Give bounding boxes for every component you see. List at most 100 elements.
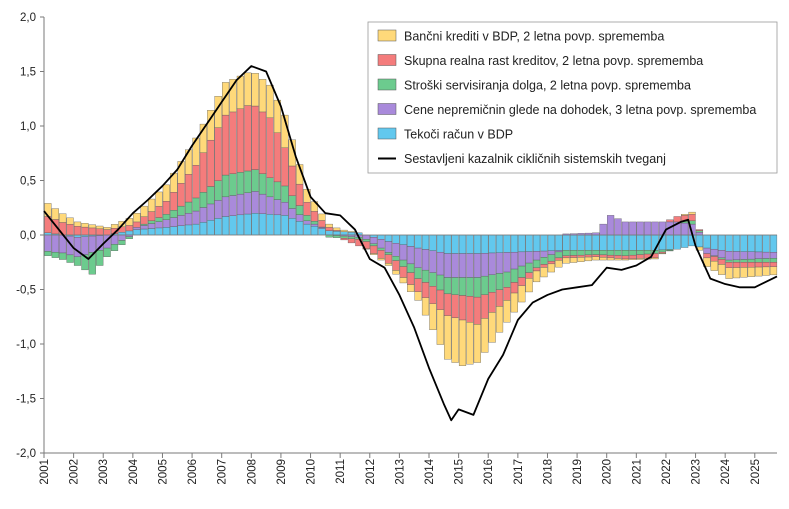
bar-segment: [726, 235, 733, 251]
bar-segment: [185, 213, 192, 225]
bar-segment: [622, 250, 629, 255]
bar-segment: [644, 250, 651, 254]
legend-swatch: [378, 128, 396, 139]
bar-segment: [52, 252, 59, 257]
bar-segment: [504, 287, 511, 300]
legend-label: Stroški servisiranja dolga, 2 letna povp…: [404, 79, 691, 93]
legend-swatch: [378, 55, 396, 66]
bar-segment: [244, 106, 251, 171]
bar-segment: [629, 222, 636, 235]
bar-segment: [489, 292, 496, 312]
bar-segment: [733, 268, 740, 278]
x-tick-label: 2014: [424, 458, 436, 484]
bar-segment: [133, 222, 140, 227]
bar-segment: [644, 235, 651, 250]
bar-segment: [674, 216, 681, 221]
bar-segment: [452, 254, 459, 278]
bar-segment: [422, 282, 429, 297]
bar-segment: [237, 109, 244, 173]
bar-segment: [126, 231, 133, 235]
bar-segment: [681, 223, 688, 235]
bar-segment: [459, 254, 466, 278]
x-tick-label: 2005: [157, 459, 169, 485]
bar-segment: [733, 235, 740, 252]
bar-segment: [200, 192, 207, 207]
bar-segment: [496, 235, 503, 253]
bar-segment: [748, 252, 755, 259]
bar-segment: [407, 246, 414, 263]
bar-segment: [392, 261, 399, 271]
bar-segment: [392, 270, 399, 274]
bar-segment: [696, 232, 703, 235]
bar-segment: [326, 224, 333, 227]
bar-segment: [592, 255, 599, 257]
bar-segment: [548, 251, 555, 255]
bar-segment: [244, 73, 251, 106]
y-tick-label: 2,0: [20, 12, 36, 24]
bar-segment: [444, 316, 451, 360]
bar-segment: [689, 214, 696, 221]
x-tick-label: 2007: [217, 459, 229, 485]
bar-segment: [563, 235, 570, 250]
bar-segment: [252, 170, 259, 192]
bar-segment: [748, 267, 755, 277]
bar-segment: [348, 237, 355, 239]
bar-segment: [400, 278, 407, 283]
bar-segment: [333, 236, 340, 238]
bar-segment: [548, 264, 555, 272]
bar-segment: [711, 261, 718, 270]
bar-segment: [533, 260, 540, 268]
bar-segment: [496, 273, 503, 289]
bar-segment: [763, 235, 770, 252]
bar-segment: [252, 191, 259, 213]
legend-label: Bančni krediti v BDP, 2 letna povp. spre…: [404, 30, 664, 44]
bar-segment: [740, 259, 747, 262]
bar-segment: [119, 235, 126, 240]
bar-segment: [718, 259, 725, 264]
bar-segment: [733, 252, 740, 260]
bar-segment: [755, 235, 762, 252]
bar-segment: [533, 251, 540, 260]
bar-segment: [67, 224, 74, 235]
legend-label: Skupna realna rast kreditov, 2 letna pov…: [404, 54, 703, 68]
bar-segment: [770, 267, 777, 275]
bar-segment: [652, 258, 659, 259]
x-tick-label: 2021: [631, 459, 643, 485]
bar-segment: [659, 250, 666, 252]
bar-segment: [622, 259, 629, 260]
bar-segment: [222, 175, 229, 197]
bar-segment: [148, 221, 155, 224]
bar-segment: [637, 255, 644, 259]
bar-segment: [755, 267, 762, 276]
x-tick-label: 2012: [365, 459, 377, 485]
x-tick-label: 2016: [483, 459, 495, 485]
bar-segment: [281, 215, 288, 235]
bar-segment: [726, 251, 733, 260]
bar-segment: [541, 251, 548, 257]
bar-segment: [763, 267, 770, 276]
bar-segment: [141, 206, 148, 217]
bar-segment: [629, 255, 636, 259]
bar-segment: [430, 251, 437, 273]
bar-segment: [489, 312, 496, 342]
bar-segment: [215, 128, 222, 181]
bar-segment: [474, 254, 481, 278]
y-tick-label: 1,0: [20, 121, 36, 133]
bar-segment: [281, 148, 288, 186]
bar-segment: [400, 245, 407, 260]
bar-segment: [467, 296, 474, 322]
bar-segment: [274, 133, 281, 182]
bar-segment: [378, 258, 385, 260]
bar-segment: [615, 250, 622, 255]
bar-segment: [570, 255, 577, 257]
bar-segment: [770, 262, 777, 267]
bar-segment: [296, 215, 303, 222]
bar-segment: [518, 266, 525, 277]
bar-segment: [666, 220, 673, 222]
bar-segment: [237, 194, 244, 215]
bar-segment: [318, 214, 325, 221]
bar-segment: [511, 252, 518, 269]
bar-segment: [67, 255, 74, 263]
bar-segment: [733, 260, 740, 262]
bar-segment: [430, 235, 437, 251]
